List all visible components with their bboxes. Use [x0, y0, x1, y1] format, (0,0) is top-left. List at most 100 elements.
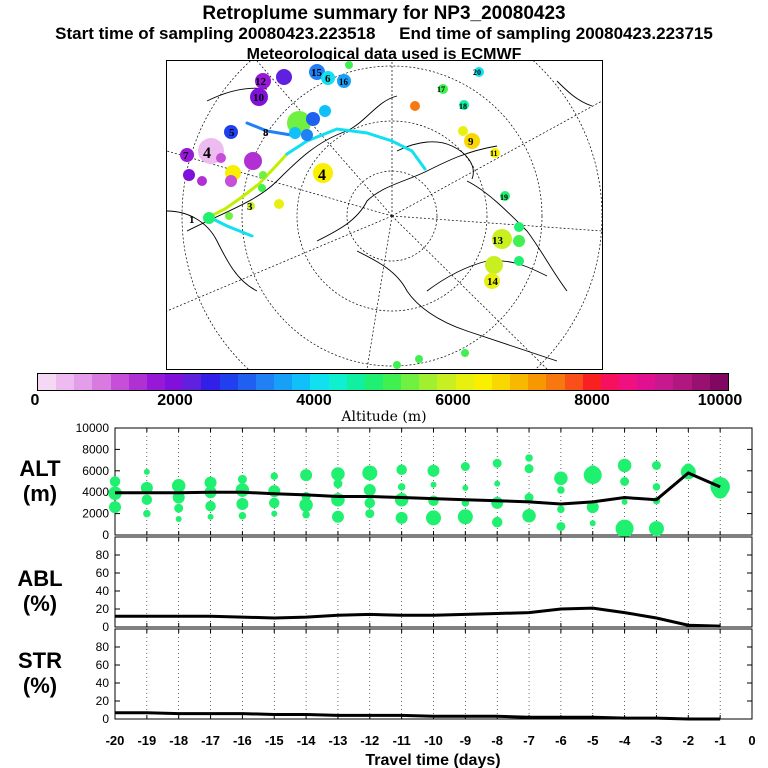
alt-ytick-label: 2000 [82, 507, 109, 521]
xtick-label: -9 [460, 733, 472, 748]
str-ytick-label: 20 [96, 694, 110, 708]
alt-cluster-marker [140, 481, 153, 494]
xtick-label: -13 [329, 733, 348, 748]
map-graticule [167, 61, 602, 369]
colorbar-tick-6000: 6000 [435, 392, 471, 409]
str-ylabel-line2: (%) [22, 673, 58, 698]
end-time-label: End time of sampling 20080423.223715 [399, 24, 713, 43]
map-label-18: 18 [459, 102, 467, 111]
colorbar-swatch-2 [74, 374, 93, 390]
alt-ytick-label: 8000 [82, 442, 109, 456]
alt-cluster-marker [426, 510, 441, 526]
colorbar-swatch-32 [619, 374, 638, 390]
xtick-label: -3 [651, 733, 663, 748]
map-label-20: 20 [473, 68, 481, 77]
colorbar-swatch-26 [510, 374, 529, 390]
alt-ytick-label: 10000 [76, 421, 110, 435]
colorbar-tick-4000: 4000 [296, 392, 332, 409]
alt-series-line [115, 471, 721, 506]
colorbar-swatch-34 [655, 374, 674, 390]
abl-ytick-label: 0 [102, 620, 109, 634]
alt-cluster-marker [205, 500, 216, 512]
time-series-panels: 0 2000 4000 6000 8000 10000 0 20 40 60 80 0 20 40 60 80… [76, 421, 756, 768]
str-ytick-label: 80 [96, 640, 110, 654]
colorbar-swatch-21 [419, 374, 438, 390]
xtick-label: -5 [587, 733, 599, 748]
alt-cluster-marker [617, 458, 632, 473]
met-data-label: Meteorological data used is ECMWF [246, 46, 522, 63]
alt-cluster-marker [331, 510, 344, 523]
alt-cluster-marker [427, 464, 440, 477]
xtick-label: -16 [233, 733, 252, 748]
map-label-13: 13 [492, 235, 504, 247]
alt-cluster-marker [491, 496, 504, 509]
colorbar-tick-10000: 10000 [697, 392, 743, 409]
map-label-16: 16 [339, 77, 349, 87]
xtick-label: -1 [714, 733, 726, 748]
alt-cluster-marker [362, 465, 378, 481]
alt-cluster-marker [583, 466, 602, 485]
map-label-4: 4 [203, 145, 211, 162]
alt-cluster-marker [364, 497, 376, 509]
str-ytick-label: 40 [96, 676, 110, 690]
alt-cluster-marker [397, 483, 406, 491]
alt-cluster-marker [365, 509, 375, 519]
map-day-labels: 1 3 4 4 5 6 7 8 9 10 11 12 13 14 15 16 1… [183, 67, 508, 288]
abl-series-line [115, 606, 721, 628]
colorbar-swatch-37 [709, 374, 728, 390]
alt-cluster-marker [554, 471, 568, 486]
alt-cluster-marker [524, 493, 534, 503]
colorbar-swatch-10 [219, 374, 238, 390]
colorbar-swatch-1 [56, 374, 75, 390]
alt-cluster-marker [396, 464, 407, 475]
altitude-colorbar [37, 373, 729, 391]
colorbar-swatch-13 [274, 374, 293, 390]
colorbar-swatch-15 [310, 374, 329, 390]
alt-cluster-marker [491, 516, 503, 528]
colorbar-swatch-7 [165, 374, 184, 390]
xtick-label: -15 [265, 733, 284, 748]
alt-ylabel-line2: (m) [22, 481, 58, 506]
abl-ylabel-line2: (%) [22, 591, 58, 616]
alt-cluster-marker [143, 509, 151, 518]
alt-cluster-marker [363, 484, 376, 497]
xtick-label: -10 [424, 733, 443, 748]
colorbar-swatch-23 [455, 374, 474, 390]
str-ylabel-line1: STR [18, 648, 62, 673]
alt-cluster-marker [395, 511, 408, 524]
colorbar-swatch-16 [328, 374, 347, 390]
map-label-4b: 4 [318, 167, 326, 184]
str-ytick-label: 0 [102, 712, 109, 726]
alt-cluster-marker [556, 521, 566, 531]
xtick-label: -6 [555, 733, 567, 748]
colorbar-swatch-30 [582, 374, 601, 390]
alt-cluster-marker [589, 520, 596, 527]
colorbar-tick-0: 0 [30, 392, 40, 409]
colorbar-swatch-0 [38, 374, 57, 390]
alt-cluster-marker [270, 472, 278, 480]
str-ytick-label: 60 [96, 658, 110, 672]
map-label-3: 3 [247, 201, 253, 213]
colorbar-swatch-4 [110, 374, 129, 390]
alt-cluster-marker [460, 462, 470, 472]
alt-cluster-marker [172, 491, 185, 504]
colorbar-swatch-5 [128, 374, 147, 390]
chart-title: Retroplume summary for NP3_20080423 [202, 3, 566, 24]
alt-cluster-marker [462, 484, 469, 491]
alt-cluster-marker [174, 503, 184, 513]
alt-cluster-marker [652, 483, 661, 491]
alt-cluster-marker [171, 479, 186, 493]
colorbar-swatch-24 [473, 374, 492, 390]
alt-ylabel: ALT (m) [0, 456, 80, 506]
map-label-10: 10 [253, 92, 265, 104]
alt-cluster-marker [269, 497, 280, 509]
colorbar-swatch-35 [673, 374, 692, 390]
colorbar-swatch-12 [255, 374, 275, 390]
map-label-8: 8 [263, 127, 269, 139]
alt-cluster-marker [175, 515, 182, 522]
alt-cluster-marker [522, 508, 536, 523]
colorbar-swatch-25 [491, 374, 511, 390]
colorbar-swatch-36 [691, 374, 710, 390]
xtick-label: -18 [169, 733, 188, 748]
abl-ylabel: ABL (%) [0, 566, 80, 616]
